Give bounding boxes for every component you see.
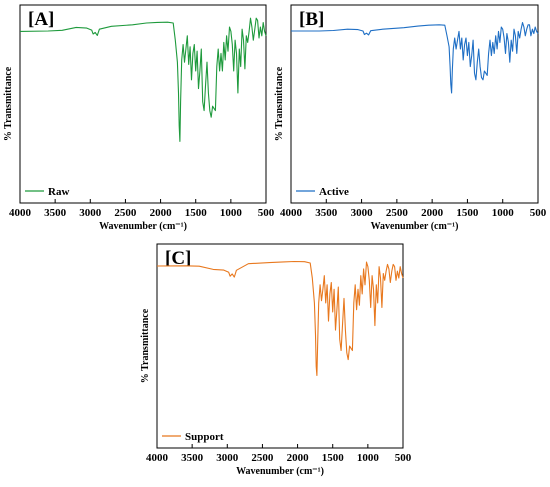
x-tick-label: 4000 [9, 207, 32, 219]
x-tick-label: 2500 [114, 207, 137, 219]
chart-panel-2: [B] 4000 3500 3000 2500 2000 1500 1000 500 Wavenu… [274, 4, 547, 232]
y-axis-title: % Transmittance [3, 66, 14, 141]
x-tick-label: 3000 [216, 452, 239, 464]
x-tick-label: 1500 [456, 207, 479, 219]
panel-label: [C] [165, 248, 191, 269]
x-tick-label: 3500 [181, 452, 204, 464]
x-tick-label: 2000 [150, 207, 173, 219]
x-tick-label: 1500 [322, 452, 345, 464]
x-tick-label: 3000 [79, 207, 102, 219]
x-tick-label: 2000 [287, 452, 310, 464]
x-tick-label: 2500 [251, 452, 274, 464]
x-tick-label: 4000 [146, 452, 169, 464]
chart-panel-3: [C] 4000 3500 3000 2500 2000 1500 1000 500 Wavenu… [140, 243, 412, 477]
x-axis-title: Wavenumber (cm⁻¹) [236, 466, 324, 477]
x-axis-title: Wavenumber (cm⁻¹) [371, 221, 459, 232]
x-tick-label: 1500 [185, 207, 208, 219]
x-tick-label: 1000 [492, 207, 515, 219]
plot-frame [290, 4, 539, 204]
plot-frame [156, 243, 404, 449]
x-tick-label: 3500 [44, 207, 67, 219]
x-tick-label: 1000 [357, 452, 380, 464]
legend-label: Raw [48, 186, 69, 198]
x-tick-label: 2000 [421, 207, 444, 219]
series-line-support [156, 260, 404, 377]
panel-label: [A] [28, 9, 54, 30]
x-tick-label: 3500 [315, 207, 338, 219]
x-tick-label: 2500 [386, 207, 409, 219]
x-tick-label: 500 [395, 452, 412, 464]
x-tick-label: 3000 [351, 207, 374, 219]
y-axis-title: % Transmittance [140, 308, 151, 383]
legend-label: Active [319, 186, 349, 198]
x-tick-label: 4000 [280, 207, 303, 219]
plot-frame [19, 4, 267, 204]
x-axis-title: Wavenumber (cm⁻¹) [99, 221, 187, 232]
x-tick-label: 500 [258, 207, 275, 219]
series-line-raw [19, 17, 267, 142]
series-line-active [291, 22, 539, 94]
legend-label: Support [185, 431, 224, 443]
chart-panel-1: [A] 4000 3500 3000 2500 2000 1500 1000 500 Wavenu… [3, 4, 275, 232]
x-tick-label: 1000 [220, 207, 243, 219]
y-axis-title: % Transmittance [274, 66, 285, 141]
panel-label: [B] [299, 9, 324, 30]
x-tick-label: 500 [530, 207, 547, 219]
